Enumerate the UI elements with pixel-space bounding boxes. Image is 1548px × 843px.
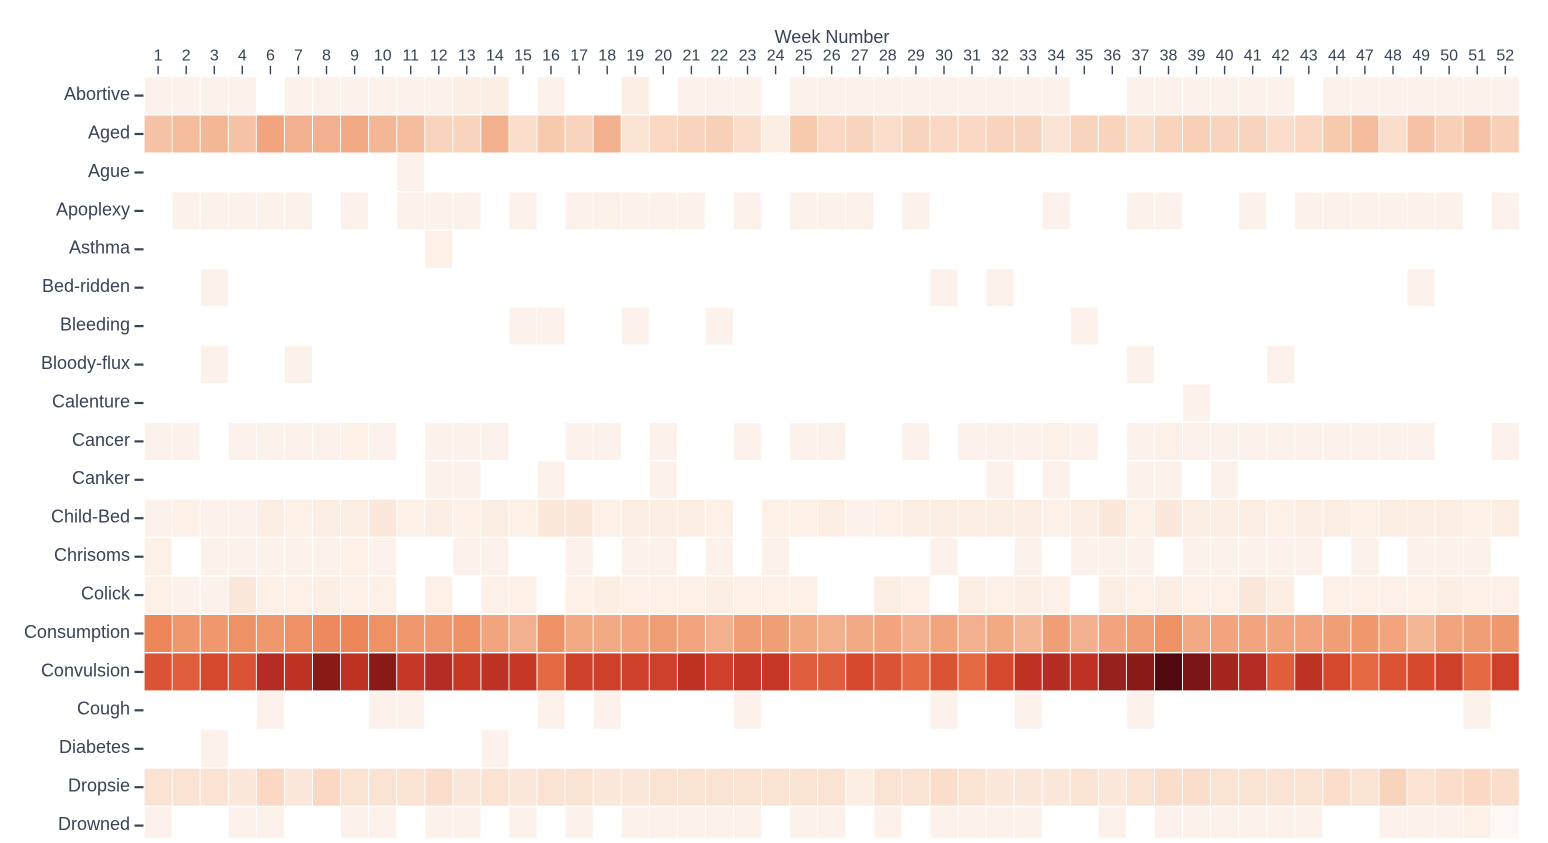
svg-text:Calenture: Calenture <box>52 391 130 411</box>
svg-text:49: 49 <box>1412 48 1430 65</box>
svg-text:43: 43 <box>1300 48 1318 65</box>
svg-text:Aged: Aged <box>88 122 130 142</box>
svg-text:Cancer: Cancer <box>72 430 130 450</box>
svg-text:42: 42 <box>1272 48 1290 65</box>
svg-text:3: 3 <box>210 48 219 65</box>
svg-text:Convulsion: Convulsion <box>41 660 130 680</box>
svg-text:10: 10 <box>374 48 392 65</box>
svg-text:6: 6 <box>266 48 275 65</box>
svg-text:Canker: Canker <box>72 468 130 488</box>
svg-text:9: 9 <box>350 48 359 65</box>
svg-text:27: 27 <box>851 48 869 65</box>
svg-text:Abortive: Abortive <box>64 84 130 104</box>
svg-text:38: 38 <box>1160 48 1178 65</box>
svg-text:2: 2 <box>182 48 191 65</box>
svg-text:11: 11 <box>402 48 419 65</box>
svg-text:13: 13 <box>458 48 476 65</box>
svg-text:Dropsie: Dropsie <box>68 776 130 796</box>
svg-text:Diabetes: Diabetes <box>59 737 130 757</box>
svg-text:35: 35 <box>1075 48 1093 65</box>
svg-text:31: 31 <box>963 48 981 65</box>
svg-text:37: 37 <box>1132 48 1150 65</box>
svg-text:16: 16 <box>542 48 560 65</box>
svg-text:28: 28 <box>879 48 897 65</box>
svg-text:26: 26 <box>823 48 841 65</box>
svg-text:Asthma: Asthma <box>69 238 131 258</box>
svg-text:Bloody-flux: Bloody-flux <box>41 353 130 373</box>
svg-text:51: 51 <box>1468 48 1486 65</box>
svg-text:47: 47 <box>1356 48 1374 65</box>
svg-text:Chrisoms: Chrisoms <box>54 545 130 565</box>
svg-text:Ague: Ague <box>88 161 130 181</box>
svg-text:23: 23 <box>739 48 757 65</box>
svg-text:29: 29 <box>907 48 925 65</box>
svg-text:32: 32 <box>991 48 1009 65</box>
svg-text:Bed-ridden: Bed-ridden <box>42 276 130 296</box>
svg-text:19: 19 <box>626 48 644 65</box>
svg-text:18: 18 <box>598 48 616 65</box>
svg-text:40: 40 <box>1216 48 1234 65</box>
svg-text:22: 22 <box>711 48 729 65</box>
svg-text:Apoplexy: Apoplexy <box>56 199 130 219</box>
svg-text:14: 14 <box>486 48 504 65</box>
svg-text:36: 36 <box>1103 48 1121 65</box>
svg-text:30: 30 <box>935 48 953 65</box>
svg-text:33: 33 <box>1019 48 1037 65</box>
svg-text:50: 50 <box>1440 48 1458 65</box>
svg-text:44: 44 <box>1328 48 1346 65</box>
svg-text:20: 20 <box>654 48 672 65</box>
svg-text:Cough: Cough <box>77 699 130 719</box>
svg-text:8: 8 <box>322 48 331 65</box>
svg-text:15: 15 <box>514 48 532 65</box>
svg-text:Consumption: Consumption <box>24 622 130 642</box>
svg-text:39: 39 <box>1188 48 1206 65</box>
svg-text:17: 17 <box>570 48 588 65</box>
svg-text:Week Number: Week Number <box>775 27 890 47</box>
svg-text:Child-Bed: Child-Bed <box>51 507 130 527</box>
svg-text:12: 12 <box>430 48 448 65</box>
svg-text:7: 7 <box>294 48 303 65</box>
svg-text:Drowned: Drowned <box>58 814 130 834</box>
svg-text:34: 34 <box>1047 48 1065 65</box>
svg-text:25: 25 <box>795 48 813 65</box>
svg-text:1: 1 <box>154 48 163 65</box>
svg-text:41: 41 <box>1244 48 1262 65</box>
svg-text:21: 21 <box>683 48 701 65</box>
svg-text:48: 48 <box>1384 48 1402 65</box>
svg-text:Bleeding: Bleeding <box>60 315 130 335</box>
svg-text:52: 52 <box>1496 48 1514 65</box>
svg-text:4: 4 <box>238 48 247 65</box>
svg-text:24: 24 <box>767 48 785 65</box>
svg-text:Colick: Colick <box>81 584 131 604</box>
